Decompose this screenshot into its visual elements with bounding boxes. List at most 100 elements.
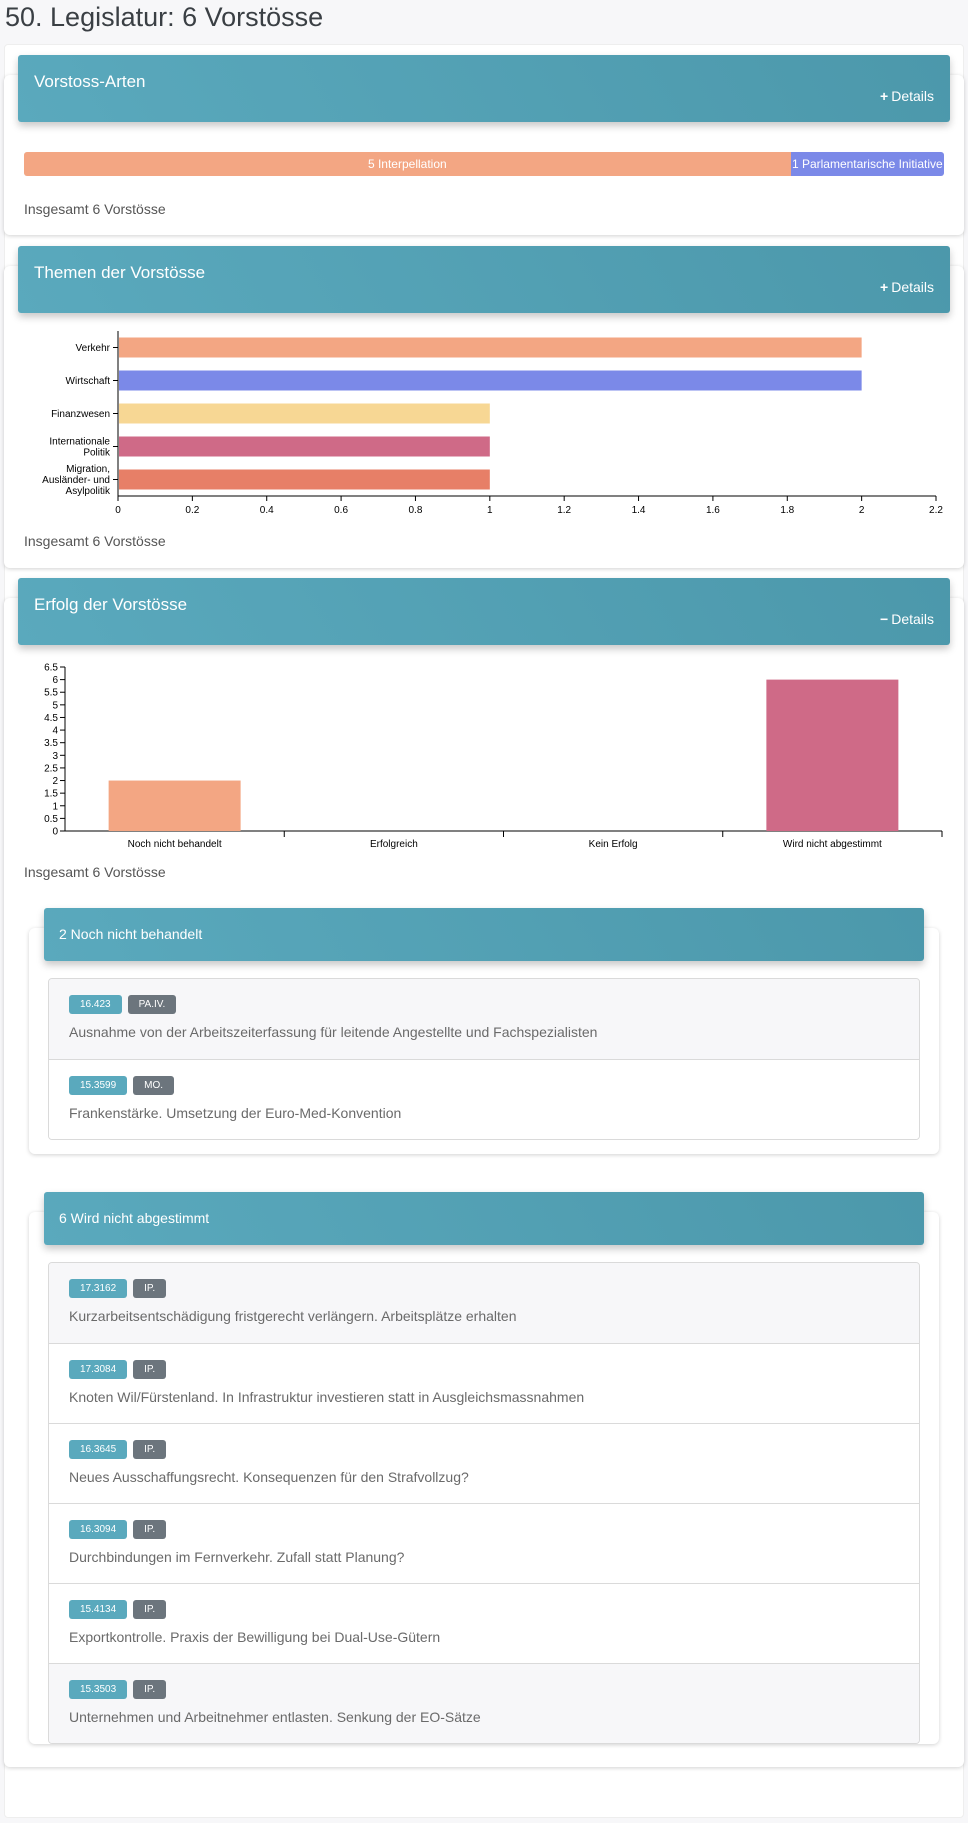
vorstoss-title: Kurzarbeitsentschädigung fristgerecht ve…	[69, 1308, 517, 1324]
y-tick-label: 6	[52, 675, 58, 686]
x-tick-label: Wird nicht abgestimmt	[783, 839, 882, 850]
card-header: Themen der Vorstösse + Details	[18, 246, 950, 313]
group-wird-nicht-abgestimmt: 6 Wird nicht abgestimmt 17.3162 IP. Kurz…	[29, 1192, 939, 1744]
y-tick-label: Verkehr	[76, 343, 111, 354]
vorstoss-number-badge: 17.3162	[69, 1279, 128, 1298]
group-title: 2 Noch nicht behandelt	[59, 926, 203, 942]
y-tick-label: 3.5	[44, 738, 58, 749]
y-tick-label: 2	[52, 776, 58, 787]
x-tick-label: 1.4	[632, 505, 646, 516]
bar[interactable]	[108, 780, 241, 831]
erfolg-bar-chart: 0 0.5 11.5 2 2.53 3.54 4.5 55.5 66.5 Noch nicht b…	[44, 663, 943, 850]
vorstoss-type-badge: MO.	[133, 1076, 175, 1095]
total-count: Insgesamt 6 Vorstösse	[24, 533, 166, 549]
y-tick-label: Finanzwesen	[51, 409, 110, 420]
vorstoss-number-badge: 16.3094	[69, 1520, 128, 1539]
x-tick-label: 2.2	[929, 505, 943, 516]
y-tick-label-line: Asylpolitik	[66, 486, 111, 497]
card-vorstoss-arten: Vorstoss-Arten + Details 5 Interpellation…	[4, 55, 964, 235]
x-tick-label: Kein Erfolg	[589, 839, 638, 850]
details-toggle[interactable]: + Details	[880, 279, 934, 295]
x-tick-label: 2	[859, 505, 865, 516]
vorstoss-title: Neues Ausschaffungsrecht. Konsequenzen f…	[69, 1469, 469, 1485]
y-tick-label: Wirtschaft	[66, 376, 111, 387]
details-label: Details	[891, 611, 934, 627]
vorstoss-number-badge: 15.3599	[69, 1076, 128, 1095]
group-title: 6 Wird nicht abgestimmt	[59, 1210, 210, 1226]
vorstoss-title: Unternehmen und Arbeitnehmer entlasten. …	[69, 1709, 481, 1725]
vorstoss-number-badge: 17.3084	[69, 1360, 128, 1379]
progress-segment-interpellation[interactable]: 5 Interpellation	[24, 152, 791, 176]
list-item[interactable]: 17.3162 IP. Kurzarbeitsentschädigung fri…	[49, 1263, 919, 1343]
details-label: Details	[891, 88, 934, 104]
group-header: 6 Wird nicht abgestimmt	[44, 1192, 924, 1245]
progress-segment-parlamentarische-initiative[interactable]: 1 Parlamentarische Initiative	[790, 152, 944, 176]
card-title: Erfolg der Vorstösse	[34, 595, 188, 614]
vorstoss-type-badge: IP.	[133, 1279, 167, 1298]
list-item[interactable]: 15.3503 IP. Unternehmen und Arbeitnehmer…	[49, 1663, 919, 1743]
y-tick-label: 0	[52, 827, 58, 838]
x-tick-label: Erfolgreich	[370, 839, 418, 850]
themen-bar-chart: Verkehr Wirtschaft Finanzwesen Internationa…	[42, 331, 943, 516]
y-tick-label: Internationale Politik	[49, 437, 111, 459]
y-tick-label: 2.5	[44, 763, 58, 774]
x-tick-label: 0.2	[185, 505, 199, 516]
card-header: Vorstoss-Arten + Details	[18, 55, 950, 122]
vorstoss-number-badge: 15.3503	[69, 1680, 128, 1699]
card-title: Themen der Vorstösse	[34, 263, 206, 282]
details-toggle[interactable]: − Details	[880, 611, 934, 627]
y-tick-label-line: Finanzwesen	[51, 409, 110, 420]
y-tick-label: 1	[52, 801, 58, 812]
y-tick-label: 6.5	[44, 663, 58, 674]
x-tick-label: 1	[487, 505, 493, 516]
list-item[interactable]: 16.423 PA.IV. Ausnahme von der Arbeitsze…	[49, 979, 919, 1059]
y-tick-label: 0.5	[44, 814, 58, 825]
bar[interactable]	[119, 403, 490, 424]
x-tick-label: 1.8	[780, 505, 794, 516]
list-item[interactable]: 17.3084 IP. Knoten Wil/Fürstenland. In I…	[49, 1343, 919, 1423]
y-tick-label: 1.5	[44, 789, 58, 800]
list-item[interactable]: 15.3599 MO. Frankenstärke. Umsetzung der…	[49, 1059, 919, 1139]
bar[interactable]	[119, 337, 862, 358]
bar[interactable]	[766, 679, 899, 831]
y-tick-label: Migration, Ausländer- und Asylpolitik	[42, 464, 111, 497]
y-tick-label-line: Internationale	[49, 437, 110, 448]
list-item[interactable]: 16.3094 IP. Durchbindungen im Fernverkeh…	[49, 1503, 919, 1583]
list-item[interactable]: 15.4134 IP. Exportkontrolle. Praxis der …	[49, 1583, 919, 1663]
y-tick-label-line: Ausländer- und	[42, 475, 110, 486]
vorstoss-number-badge: 15.4134	[69, 1600, 128, 1619]
vorstoss-type-badge: IP.	[133, 1600, 167, 1619]
x-tick-label: 0.6	[334, 505, 348, 516]
y-tick-label: 4	[52, 726, 58, 737]
arten-progress-bar: 5 Interpellation 1 Parlamentarische Init…	[24, 152, 944, 176]
vorstoss-list: 16.423 PA.IV. Ausnahme von der Arbeitsze…	[48, 978, 920, 1140]
bar[interactable]	[119, 436, 490, 457]
bar[interactable]	[119, 469, 490, 490]
y-tick-label: 3	[52, 751, 58, 762]
minus-icon: −	[880, 611, 889, 627]
vorstoss-number-badge: 16.423	[69, 995, 122, 1014]
y-tick-label: 4.5	[44, 713, 58, 724]
vorstoss-type-badge: PA.IV.	[127, 995, 177, 1014]
group-noch-nicht-behandelt: 2 Noch nicht behandelt 16.423 PA.IV. Aus…	[29, 908, 939, 1154]
details-toggle[interactable]: + Details	[880, 88, 934, 104]
vorstoss-type-badge: IP.	[133, 1520, 167, 1539]
vorstoss-title: Durchbindungen im Fernverkehr. Zufall st…	[69, 1549, 405, 1565]
x-tick-label: 0.8	[409, 505, 423, 516]
bar[interactable]	[119, 370, 862, 391]
total-count: Insgesamt 6 Vorstösse	[24, 201, 166, 217]
vorstoss-title: Frankenstärke. Umsetzung der Euro-Med-Ko…	[69, 1105, 402, 1121]
list-item[interactable]: 16.3645 IP. Neues Ausschaffungsrecht. Ko…	[49, 1423, 919, 1503]
y-tick-label: 5	[52, 700, 58, 711]
vorstoss-title: Exportkontrolle. Praxis der Bewilligung …	[69, 1629, 441, 1645]
segment-label: 1 Parlamentarische Initiative	[791, 157, 943, 171]
vorstoss-type-badge: IP.	[133, 1360, 167, 1379]
card-header: Erfolg der Vorstösse − Details	[18, 578, 950, 645]
y-tick-label-line: Verkehr	[76, 343, 111, 354]
card-erfolg: Erfolg der Vorstösse − Details 0 0.5 1 1.5 2 2…	[4, 578, 964, 1767]
x-tick-label: Noch nicht behandelt	[128, 839, 222, 850]
vorstoss-title: Ausnahme von der Arbeitszeiterfassung fü…	[69, 1024, 598, 1040]
total-count: Insgesamt 6 Vorstösse	[24, 864, 166, 880]
page-title: 50. Legislatur: 6 Vorstösse	[5, 2, 324, 32]
y-tick-label: 5.5	[44, 688, 58, 699]
